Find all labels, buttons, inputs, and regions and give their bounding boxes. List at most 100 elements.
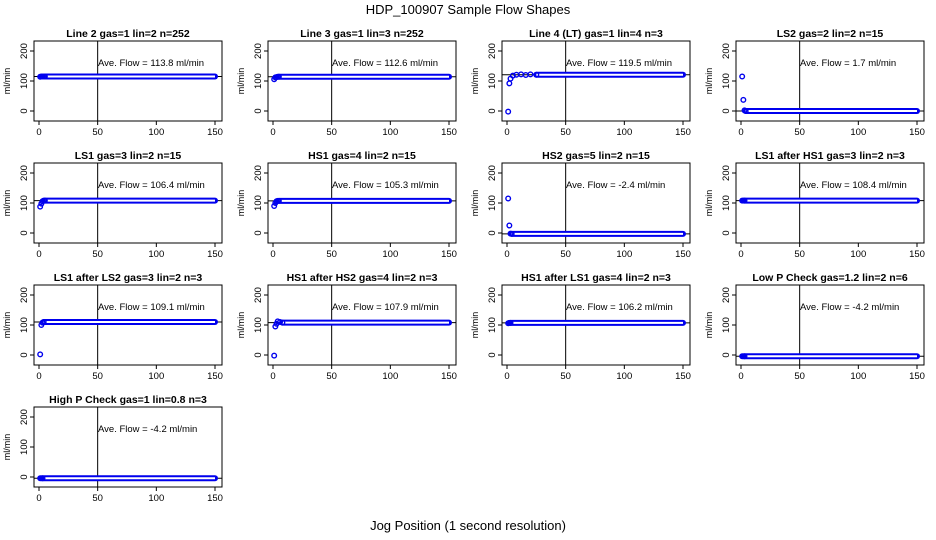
panel-4: LS2 gas=2 lin=2 n=15 0 50 100 150 0 100 200 ml/m… xyxy=(704,28,925,138)
x-tick-label: 0 xyxy=(270,249,275,260)
figure-x-axis-label: Jog Position (1 second resolution) xyxy=(370,518,566,533)
x-tick-label: 50 xyxy=(92,249,103,260)
data-point xyxy=(275,73,282,80)
data-point xyxy=(742,107,749,114)
y-tick-label: 200 xyxy=(487,43,498,59)
y-tick-label: 100 xyxy=(253,195,264,211)
data-point xyxy=(740,96,747,103)
data-point xyxy=(279,319,286,326)
figure-title: HDP_100907 Sample Flow Shapes xyxy=(365,2,571,17)
y-tick-label: 100 xyxy=(19,195,30,211)
x-tick-label: 0 xyxy=(36,371,41,382)
panel-title: Line 4 (LT) gas=1 lin=4 n=3 xyxy=(529,28,663,40)
panel-3: Line 4 (LT) gas=1 lin=4 n=3 0 50 100 150 0 100… xyxy=(470,28,691,138)
x-tick-label: 100 xyxy=(148,127,164,138)
x-tick-label: 150 xyxy=(909,371,925,382)
y-tick-label: 200 xyxy=(721,165,732,181)
panel-9: LS1 after LS2 gas=3 lin=2 n=3 0 50 100 150 0 1… xyxy=(2,272,223,382)
y-axis-label: ml/min xyxy=(236,190,246,217)
y-tick-label: 200 xyxy=(487,165,498,181)
data-point xyxy=(509,72,516,79)
x-tick-label: 150 xyxy=(909,249,925,260)
y-tick-label: 0 xyxy=(253,230,264,235)
panel-title: LS2 gas=2 lin=2 n=15 xyxy=(777,28,884,40)
y-tick-label: 0 xyxy=(487,352,498,357)
panel-13: High P Check gas=1 lin=0.8 n=3 0 50 100 150 0… xyxy=(2,394,223,504)
x-tick-label: 100 xyxy=(850,127,866,138)
panel-title: LS1 after LS2 gas=3 lin=2 n=3 xyxy=(54,272,203,284)
y-tick-label: 100 xyxy=(253,317,264,333)
x-tick-label: 0 xyxy=(270,127,275,138)
panel-title: High P Check gas=1 lin=0.8 n=3 xyxy=(49,394,207,406)
x-tick-label: 100 xyxy=(148,249,164,260)
y-axis-label: ml/min xyxy=(470,190,480,217)
avg-flow-annotation: Ave. Flow = 106.4 ml/min xyxy=(98,180,205,191)
data-point xyxy=(506,222,513,229)
avg-flow-annotation: Ave. Flow = 112.6 ml/min xyxy=(332,58,438,69)
data-point xyxy=(507,319,514,326)
y-tick-label: 0 xyxy=(19,352,30,357)
x-tick-label: 100 xyxy=(850,249,866,260)
x-tick-label: 0 xyxy=(738,127,743,138)
x-tick-label: 150 xyxy=(207,249,223,260)
x-tick-label: 150 xyxy=(675,249,691,260)
y-tick-label: 100 xyxy=(487,73,498,89)
x-tick-label: 50 xyxy=(92,371,103,382)
y-tick-label: 100 xyxy=(253,73,264,89)
avg-flow-annotation: Ave. Flow = 108.4 ml/min xyxy=(800,180,907,191)
x-tick-label: 0 xyxy=(36,127,41,138)
y-tick-label: 200 xyxy=(19,165,30,181)
data-point xyxy=(508,230,515,237)
y-tick-label: 0 xyxy=(253,352,264,357)
panel-title: HS1 after HS2 gas=4 lin=2 n=3 xyxy=(287,272,438,284)
avg-flow-annotation: Ave. Flow = 107.9 ml/min xyxy=(332,302,439,313)
y-tick-label: 0 xyxy=(487,230,498,235)
y-tick-label: 0 xyxy=(19,230,30,235)
x-tick-label: 0 xyxy=(36,493,41,504)
y-tick-label: 200 xyxy=(19,409,30,425)
y-tick-label: 0 xyxy=(253,108,264,113)
panel-frame xyxy=(33,406,223,488)
y-axis-label: ml/min xyxy=(704,68,714,95)
x-tick-label: 100 xyxy=(382,127,398,138)
avg-flow-annotation: Ave. Flow = -4.2 ml/min xyxy=(800,302,899,313)
panel-6: HS1 gas=4 lin=2 n=15 0 50 100 150 0 100 200 ml/m… xyxy=(236,150,457,260)
panel-title: Line 3 gas=1 lin=3 n=252 xyxy=(300,28,424,40)
data-point xyxy=(271,202,278,209)
x-tick-label: 150 xyxy=(207,371,223,382)
x-tick-label: 100 xyxy=(382,249,398,260)
panel-2: Line 3 gas=1 lin=3 n=252 0 50 100 150 0 100 200… xyxy=(236,28,457,138)
y-axis-label: ml/min xyxy=(704,312,714,339)
y-tick-label: 100 xyxy=(19,439,30,455)
y-axis-label: ml/min xyxy=(704,190,714,217)
x-tick-label: 50 xyxy=(794,249,805,260)
y-tick-label: 200 xyxy=(19,287,30,303)
panel-12: Low P Check gas=1.2 lin=2 n=6 0 50 100 150 0 1… xyxy=(704,272,925,382)
x-tick-label: 100 xyxy=(148,493,164,504)
x-tick-label: 150 xyxy=(675,371,691,382)
x-tick-label: 100 xyxy=(382,371,398,382)
x-tick-label: 50 xyxy=(560,371,571,382)
x-tick-label: 50 xyxy=(326,371,337,382)
x-tick-label: 50 xyxy=(560,249,571,260)
y-tick-label: 100 xyxy=(487,317,498,333)
data-point xyxy=(37,351,44,358)
y-tick-label: 0 xyxy=(19,108,30,113)
data-point xyxy=(275,197,282,204)
y-tick-label: 0 xyxy=(487,108,498,113)
x-tick-label: 100 xyxy=(616,371,632,382)
y-tick-label: 0 xyxy=(721,108,732,113)
panel-7: HS2 gas=5 lin=2 n=15 0 50 100 150 0 100 200 ml/m… xyxy=(470,150,691,260)
x-tick-label: 100 xyxy=(616,249,632,260)
data-point xyxy=(739,73,746,80)
panel-11: HS1 after LS1 gas=4 lin=2 n=3 0 50 100 150 0 1… xyxy=(470,272,691,382)
y-tick-label: 0 xyxy=(721,230,732,235)
x-tick-label: 150 xyxy=(909,127,925,138)
x-tick-label: 50 xyxy=(92,127,103,138)
x-tick-label: 150 xyxy=(207,493,223,504)
y-tick-label: 100 xyxy=(19,73,30,89)
y-tick-label: 200 xyxy=(721,43,732,59)
avg-flow-annotation: Ave. Flow = 105.3 ml/min xyxy=(332,180,439,191)
y-axis-label: ml/min xyxy=(236,68,246,95)
panel-title: HS1 after LS1 gas=4 lin=2 n=3 xyxy=(521,272,671,284)
